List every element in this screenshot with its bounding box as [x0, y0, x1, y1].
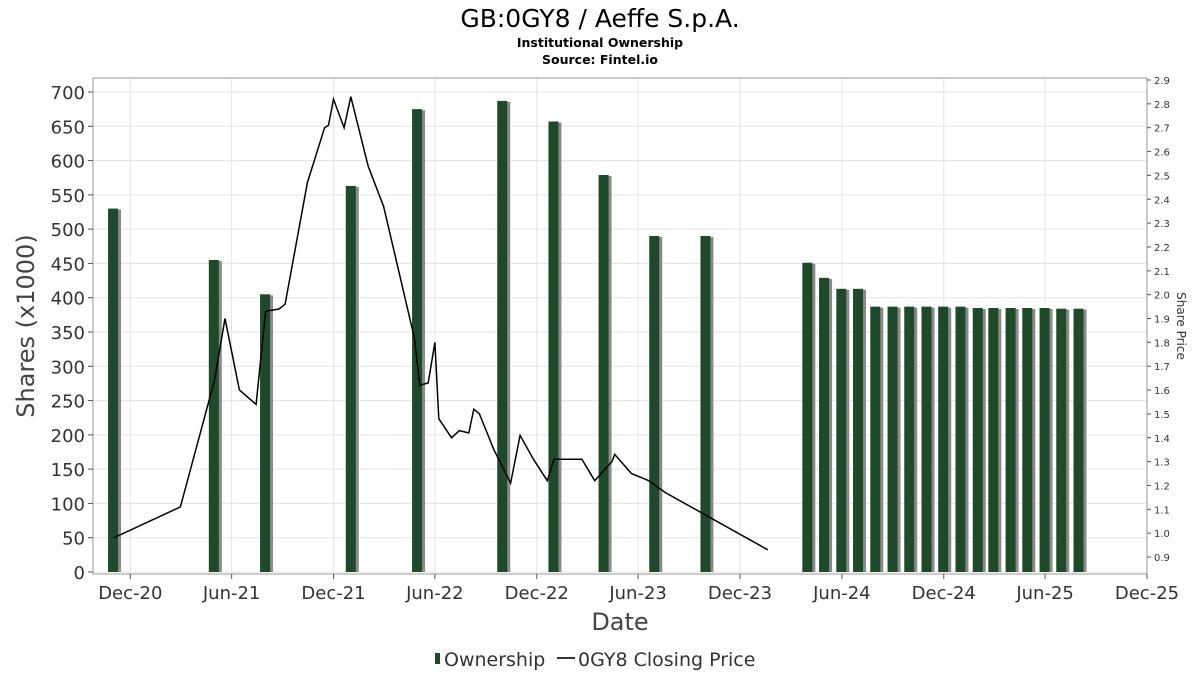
- x-axis-ticks: Dec-20 Jun-21 Dec-21 Jun-22 Dec-22 Jun-23 Dec-…: [98, 574, 1179, 604]
- price-line: [113, 96, 769, 551]
- y2-tick-label: 1.0: [1154, 529, 1170, 540]
- y-tick-label: 300: [51, 357, 85, 378]
- x-tick-label: Dec-25: [1115, 583, 1179, 604]
- y2-tick-label: 1.7: [1154, 362, 1170, 373]
- ownership-bar: [345, 185, 356, 572]
- ownership-bar: [598, 174, 609, 572]
- y-tick-label: 200: [51, 426, 85, 447]
- ownership-bar: [836, 288, 847, 572]
- ownership-bar: [887, 306, 898, 572]
- y2-tick-label: 2.5: [1154, 171, 1170, 182]
- y-tick-label: 400: [51, 289, 85, 310]
- y2-tick-label: 1.8: [1154, 338, 1170, 349]
- x-tick-label: Dec-21: [301, 583, 365, 604]
- y2-tick-label: 0.9: [1154, 553, 1170, 564]
- y-tick-label: 550: [51, 186, 85, 207]
- x-tick-label: Dec-22: [505, 583, 569, 604]
- ownership-bar: [802, 262, 813, 572]
- ownership-bar: [921, 306, 932, 572]
- y2-tick-label: 2.2: [1154, 243, 1170, 254]
- ownership-bar: [955, 306, 966, 572]
- x-tick-label: Jun-22: [405, 583, 464, 604]
- chart-source: Source: Fintel.io: [542, 52, 658, 67]
- y2-tick-label: 2.8: [1154, 100, 1170, 111]
- y-axis-label: Shares (x1000): [12, 234, 40, 417]
- x-tick-label: Dec-20: [98, 583, 162, 604]
- x-tick-label: Dec-23: [708, 583, 772, 604]
- ownership-bar: [904, 306, 915, 572]
- right-axis-ticks: 0.9 1.0 1.1 1.2 1.3 1.4 1.5 1.6 1.7 1.8 1.9 2.0 2.1 2…: [1147, 76, 1170, 564]
- y2-tick-label: 1.9: [1154, 315, 1170, 326]
- left-axis-ticks: 0 50 100 150 200 250 300 350 400 450 500 550 600 650 7…: [51, 83, 93, 584]
- ownership-bar: [988, 308, 999, 572]
- y2-tick-label: 2.4: [1154, 195, 1170, 206]
- ownership-bar: [497, 100, 508, 573]
- chart-title: GB:0GY8 / Aeffe S.p.A.: [460, 4, 739, 33]
- ownership-bar: [972, 308, 983, 572]
- legend: Ownership 0GY8 Closing Price: [435, 649, 755, 671]
- y2-tick-label: 2.7: [1154, 124, 1170, 135]
- ownership-bar: [853, 288, 864, 572]
- legend-price-label: 0GY8 Closing Price: [578, 649, 755, 671]
- ownership-bars: [108, 100, 1087, 573]
- x-tick-label: Jun-25: [1015, 583, 1074, 604]
- x-axis-label: Date: [591, 608, 648, 636]
- x-tick-label: Dec-24: [912, 583, 976, 604]
- y-tick-label: 100: [51, 494, 85, 515]
- x-tick-label: Jun-23: [608, 583, 667, 604]
- ownership-bar: [1039, 308, 1050, 572]
- y-tick-label: 700: [51, 83, 85, 104]
- ownership-bar: [548, 121, 559, 572]
- ownership-bar: [1022, 308, 1033, 572]
- y-tick-label: 350: [51, 323, 85, 344]
- ownership-bar: [649, 236, 660, 572]
- x-tick-label: Jun-24: [812, 583, 871, 604]
- ownership-bar: [208, 260, 219, 572]
- y-tick-label: 500: [51, 220, 85, 241]
- ownership-bar: [700, 236, 711, 572]
- plot-frame: [92, 77, 1148, 575]
- y2-tick-label: 2.6: [1154, 148, 1170, 159]
- y-tick-label: 0: [74, 563, 85, 584]
- ownership-bar: [819, 277, 830, 572]
- y-tick-label: 600: [51, 152, 85, 173]
- y2-tick-label: 2.9: [1154, 76, 1170, 87]
- ownership-bar: [108, 208, 119, 573]
- legend-ownership-swatch: [435, 653, 440, 664]
- y2-tick-label: 1.6: [1154, 386, 1170, 397]
- ownership-bar: [1073, 308, 1084, 572]
- y-tick-label: 150: [51, 460, 85, 481]
- y2-tick-label: 1.4: [1154, 434, 1170, 445]
- y2-axis-label: Share Price: [1174, 292, 1188, 360]
- y-tick-label: 450: [51, 254, 85, 275]
- y2-tick-label: 1.3: [1154, 458, 1170, 469]
- y-tick-label: 250: [51, 392, 85, 413]
- ownership-bar: [412, 109, 423, 573]
- ownership-bar: [260, 294, 271, 572]
- y2-tick-label: 1.1: [1154, 505, 1170, 516]
- y2-tick-label: 1.5: [1154, 410, 1170, 421]
- y-tick-label: 650: [51, 117, 85, 138]
- y2-tick-label: 2.3: [1154, 219, 1170, 230]
- x-tick-label: Jun-21: [202, 583, 261, 604]
- ownership-bar: [1056, 308, 1067, 572]
- ownership-bar: [1005, 308, 1016, 572]
- y-tick-label: 50: [62, 529, 85, 550]
- legend-ownership-label: Ownership: [444, 649, 545, 671]
- y2-tick-label: 1.2: [1154, 481, 1170, 492]
- y2-tick-label: 2.0: [1154, 291, 1170, 302]
- y2-tick-label: 2.1: [1154, 267, 1170, 278]
- ownership-bar: [938, 306, 949, 572]
- price-line-group: [113, 96, 769, 551]
- ownership-bar: [870, 306, 881, 572]
- chart-subtitle: Institutional Ownership: [517, 35, 683, 50]
